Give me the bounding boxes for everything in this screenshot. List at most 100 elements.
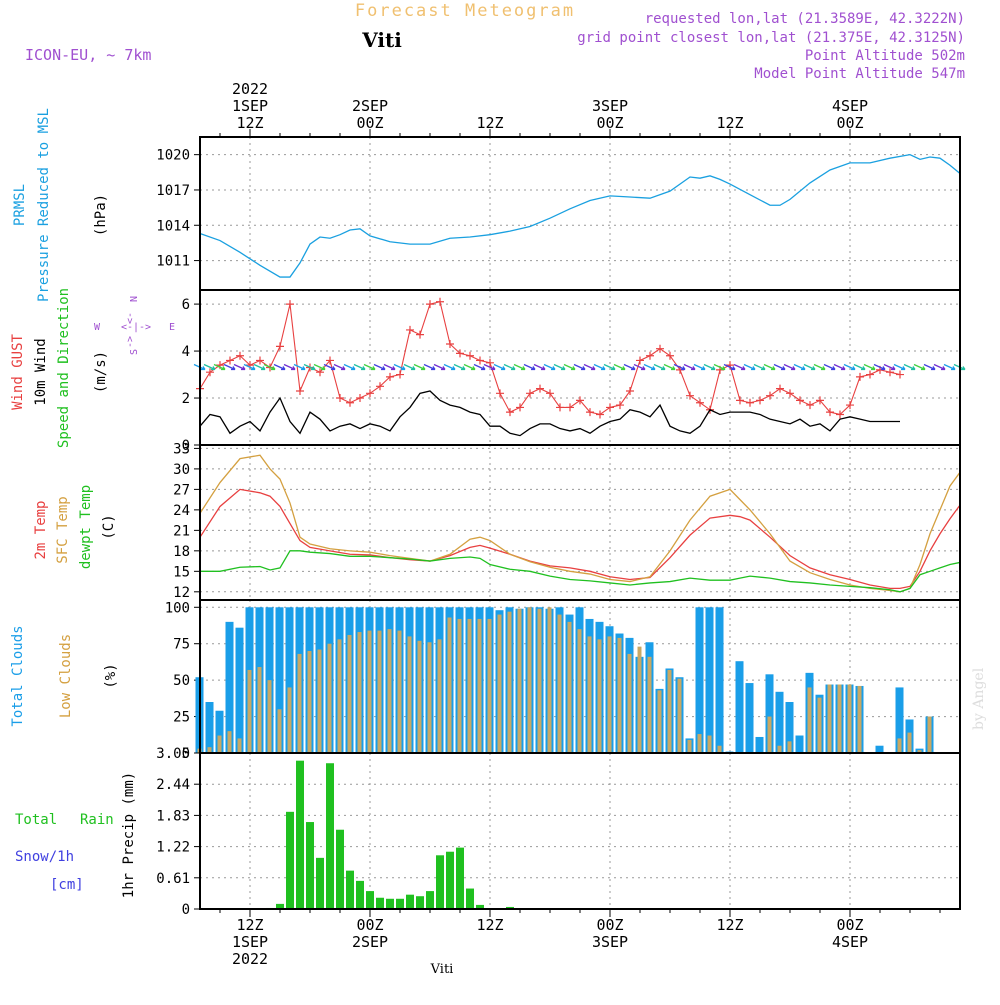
- y-tick-label: 27: [173, 482, 190, 498]
- wind-arrow: [593, 363, 606, 371]
- gust-marker: [346, 398, 354, 407]
- time-label-top: 00Z: [356, 114, 383, 132]
- label-precip: 1hr Precip (mm): [121, 772, 137, 898]
- gust-marker: [536, 384, 544, 393]
- label-low-clouds: Low Clouds: [58, 634, 74, 718]
- wind-arrow: [213, 363, 226, 371]
- y-tick-label: 33: [173, 441, 190, 457]
- gust-marker: [226, 356, 234, 365]
- y-tick-label: 15: [173, 564, 190, 580]
- gust-marker: [616, 401, 624, 410]
- label-snow: Snow/1h: [15, 849, 74, 865]
- y-tick-label: 18: [173, 544, 190, 560]
- y-tick-label: 21: [173, 523, 190, 539]
- gust-marker: [646, 351, 654, 360]
- wind-arrow: [753, 363, 766, 371]
- gust-marker: [756, 396, 764, 405]
- precip-bar: [466, 888, 474, 909]
- watermark: by Angel: [971, 667, 987, 730]
- svg-text:<-: <-: [125, 312, 136, 324]
- wind-arrow: [283, 363, 296, 371]
- wind-arrow: [233, 363, 246, 371]
- gust-marker: [496, 389, 504, 398]
- time-label-top: 12Z: [716, 114, 743, 132]
- label-celsius: (C): [101, 514, 117, 539]
- y-tick-label: 12: [173, 585, 190, 601]
- gust-marker: [406, 325, 414, 334]
- precip-bar: [356, 880, 364, 909]
- wind-arrow: [543, 363, 556, 371]
- low-cloud-bar: [687, 739, 692, 753]
- wind-arrow: [723, 363, 736, 371]
- low-cloud-bar: [487, 618, 492, 753]
- wind-arrow: [823, 363, 836, 371]
- y-tick-label: 6: [182, 297, 190, 313]
- total-cloud-bar: [235, 627, 244, 753]
- wind-arrow: [873, 363, 886, 371]
- precip-bar: [396, 898, 404, 909]
- wind-arrow: [403, 363, 416, 371]
- low-cloud-bar: [567, 621, 572, 753]
- requested-coords: requested lon,lat (21.3589E, 42.3222N): [645, 11, 965, 27]
- low-cloud-bar: [387, 629, 392, 753]
- low-cloud-bar: [927, 716, 932, 753]
- low-cloud-bar: [267, 680, 272, 753]
- low-cloud-bar: [697, 734, 702, 753]
- gust-marker: [396, 370, 404, 379]
- wind-arrow: [243, 363, 256, 371]
- wind-line: [199, 390, 900, 437]
- gust-marker: [836, 410, 844, 419]
- label-wind-gust: Wind GUST: [10, 334, 26, 410]
- time-label-top: 00Z: [836, 114, 863, 132]
- time-label-top: 1SEP: [232, 97, 268, 115]
- label-ms: (m/s): [93, 351, 109, 393]
- time-label-top: 2SEP: [352, 97, 388, 115]
- wind-arrow: [663, 363, 676, 371]
- wind-arrow: [603, 363, 616, 371]
- wind-arrow: [513, 363, 526, 371]
- gust-marker: [816, 396, 824, 405]
- label-2m-temp: 2m Temp: [33, 500, 49, 559]
- gust-marker: [206, 368, 214, 377]
- gust-marker: [636, 356, 644, 365]
- gust-marker: [846, 401, 854, 410]
- y-tick-label: 2.44: [156, 777, 190, 793]
- label-dewpt-temp: dewpt Temp: [78, 485, 94, 569]
- wind-arrow: [503, 363, 516, 371]
- wind-arrow: [793, 363, 806, 371]
- low-cloud-bar: [427, 642, 432, 753]
- precip-bar: [336, 829, 344, 909]
- wind-arrow: [833, 363, 846, 371]
- total-cloud-bar: [215, 710, 224, 753]
- time-label-top: 12Z: [476, 114, 503, 132]
- wind-arrow: [783, 363, 796, 371]
- low-cloud-bar: [717, 745, 722, 753]
- wind-arrow: [713, 363, 726, 371]
- wind-arrow: [763, 363, 776, 371]
- wind-arrow: [563, 363, 576, 371]
- precip-bar: [446, 851, 454, 909]
- y-tick-label: 1.83: [156, 808, 190, 824]
- wind-arrow: [253, 363, 266, 371]
- time-label-top: 12Z: [236, 114, 263, 132]
- gust-marker: [656, 344, 664, 353]
- gust-marker: [456, 349, 464, 358]
- time-label-bottom: 3SEP: [592, 933, 628, 951]
- panel-frame: [199, 444, 961, 601]
- wind-arrow: [853, 363, 866, 371]
- low-cloud-bar: [807, 687, 812, 753]
- low-cloud-bar: [517, 608, 522, 753]
- total-cloud-bar: [715, 607, 724, 753]
- low-cloud-bar: [207, 747, 212, 753]
- wind-arrow: [353, 363, 366, 371]
- gust-marker: [446, 340, 454, 349]
- low-cloud-bar: [857, 685, 862, 753]
- total-cloud-bar: [735, 661, 744, 753]
- wind-arrow: [613, 363, 626, 371]
- wind-arrow: [943, 363, 956, 371]
- low-cloud-bar: [467, 618, 472, 753]
- wind-arrow: [903, 363, 916, 371]
- gust-marker: [376, 382, 384, 391]
- low-cloud-bar: [557, 614, 562, 753]
- gust-marker: [526, 389, 534, 398]
